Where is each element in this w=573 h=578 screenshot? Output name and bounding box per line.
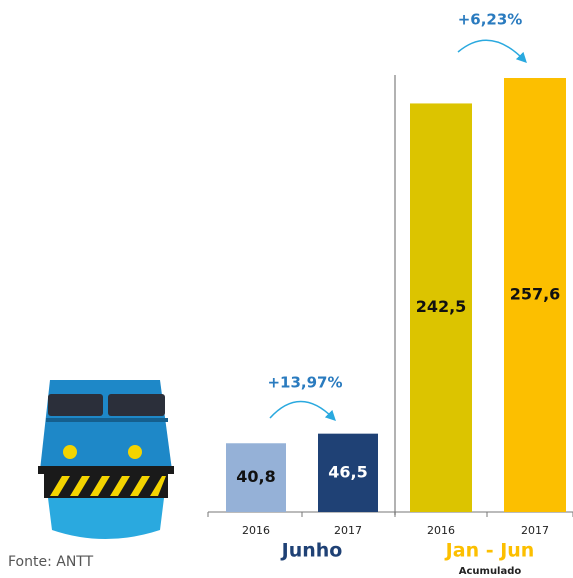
value-label: 40,8 [236,467,275,486]
arrow [457,39,527,64]
value-label: 46,5 [328,462,367,481]
value-label: 257,6 [510,285,561,304]
bar [318,433,378,512]
bar [410,103,472,512]
annotation: +6,23% [458,11,523,29]
group-subtitle: Acumulado [459,566,522,577]
annotation: +13,97% [267,374,342,392]
source: Fonte: ANTT [8,554,94,570]
x-tick-label: 2017 [521,524,549,537]
x-tick-label: 2016 [427,524,455,537]
x-tick-label: 2016 [242,524,270,537]
x-tick-label: 2017 [334,524,362,537]
arrow [269,400,336,421]
group-label: Junho [280,540,343,562]
group-label: Jan - Jun [444,540,535,562]
value-label: 242,5 [416,297,467,316]
bar [226,443,286,512]
train-icon [38,380,174,539]
bar [504,78,566,512]
